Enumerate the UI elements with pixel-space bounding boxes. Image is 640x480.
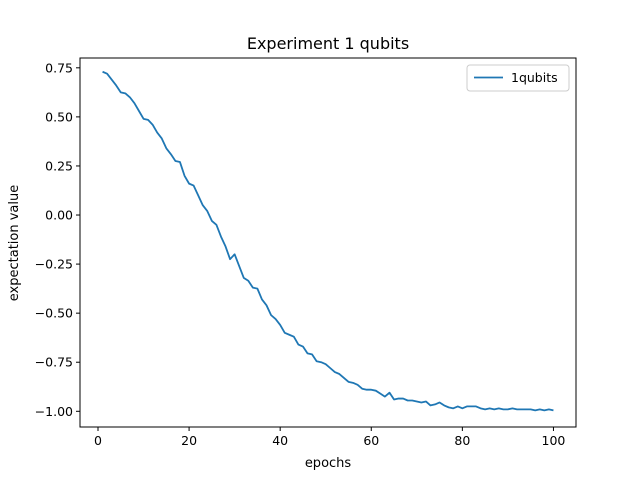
x-axis-label: epochs bbox=[305, 456, 352, 471]
x-tick-label: 40 bbox=[272, 433, 288, 448]
y-axis-label: expectation value bbox=[7, 185, 22, 301]
legend-label-0: 1qubits bbox=[511, 70, 558, 85]
legend: 1qubits bbox=[466, 64, 570, 92]
y-tick-label: 0.75 bbox=[45, 60, 73, 75]
plot-area: 0 20 40 60 80 100 0.75 0.50 0.25 0.00 −0.25 −0.50 −0… bbox=[35, 57, 577, 448]
y-tick-label: −0.75 bbox=[35, 355, 73, 370]
x-tick-label: 0 bbox=[94, 433, 102, 448]
chart-title: Experiment 1 qubits bbox=[247, 34, 409, 53]
x-tick-label: 80 bbox=[454, 433, 470, 448]
x-tick-label: 20 bbox=[181, 433, 197, 448]
x-tick-label: 60 bbox=[363, 433, 379, 448]
y-tick-label: 0.50 bbox=[45, 109, 73, 124]
y-tick-label: −1.00 bbox=[35, 404, 73, 419]
x-tick-label: 100 bbox=[542, 433, 566, 448]
y-tick-label: 0.00 bbox=[45, 208, 73, 223]
y-tick-label: −0.25 bbox=[35, 257, 73, 272]
axes-frame bbox=[79, 57, 577, 428]
series-line-0 bbox=[102, 70, 554, 412]
y-tick-label: 0.25 bbox=[45, 158, 73, 173]
y-tick-label: −0.50 bbox=[35, 306, 73, 321]
legend-box bbox=[466, 64, 570, 92]
